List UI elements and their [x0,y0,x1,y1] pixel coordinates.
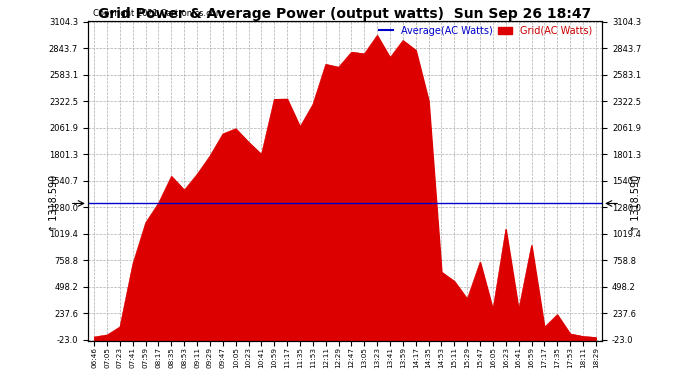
Legend: Average(AC Watts), Grid(AC Watts): Average(AC Watts), Grid(AC Watts) [379,26,592,36]
Text: ↑ 1318.590: ↑ 1318.590 [50,175,59,232]
Text: ↑ 1318.590: ↑ 1318.590 [631,175,640,232]
Text: Copyright 2021 Cartronics.com: Copyright 2021 Cartronics.com [93,9,224,18]
Title: Grid Power & Average Power (output watts)  Sun Sep 26 18:47: Grid Power & Average Power (output watts… [99,7,591,21]
